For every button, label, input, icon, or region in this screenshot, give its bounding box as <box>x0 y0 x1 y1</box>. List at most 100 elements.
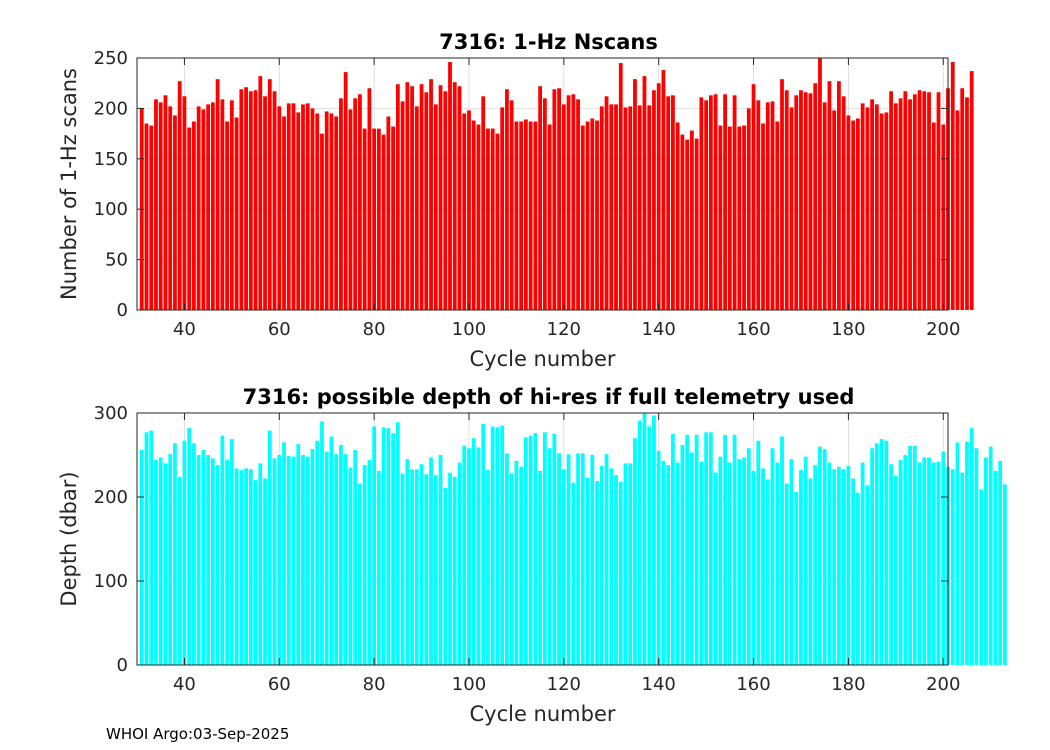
axes-box <box>136 412 949 666</box>
bar <box>770 448 775 665</box>
bar <box>984 457 988 665</box>
bar <box>941 124 946 310</box>
bar <box>647 426 652 665</box>
bar <box>310 108 315 311</box>
bar <box>874 443 879 665</box>
bar <box>775 121 780 310</box>
bar <box>652 90 656 310</box>
bar <box>552 89 557 310</box>
bar <box>310 449 315 665</box>
bar <box>917 462 922 665</box>
bar <box>637 105 642 310</box>
bar <box>689 130 694 310</box>
x-tick-label: 40 <box>173 674 196 695</box>
bar <box>505 453 509 665</box>
bar <box>291 103 296 310</box>
bar <box>903 455 908 665</box>
bar <box>599 465 604 665</box>
bar <box>652 415 656 665</box>
bar <box>974 448 979 665</box>
bar <box>301 104 305 310</box>
bar <box>609 104 614 310</box>
bar <box>846 465 851 665</box>
bar <box>908 445 912 665</box>
bar <box>177 476 182 665</box>
bar <box>376 128 381 310</box>
bar <box>343 454 348 665</box>
bar <box>519 466 524 665</box>
bar <box>339 444 343 665</box>
y-axis-label: Depth (dbar) <box>57 471 81 606</box>
bar <box>713 472 718 665</box>
bar <box>931 122 936 311</box>
bar <box>827 462 832 665</box>
axes-box <box>136 57 949 311</box>
bar <box>448 472 452 665</box>
bar <box>429 457 433 665</box>
bar <box>571 94 576 311</box>
bar <box>424 92 429 310</box>
bar <box>187 127 192 310</box>
bar <box>414 469 419 665</box>
chart-title: 7316: 1-Hz Nscans <box>439 30 658 54</box>
bar <box>168 106 173 310</box>
bar <box>955 110 960 310</box>
bar <box>832 469 837 665</box>
bar <box>476 447 481 665</box>
x-tick-label: 80 <box>363 674 386 695</box>
bar <box>362 465 367 665</box>
bar <box>210 458 215 665</box>
bar <box>471 438 476 665</box>
bar <box>628 463 633 665</box>
bar <box>163 95 168 311</box>
bar <box>889 464 893 665</box>
bar <box>467 110 471 310</box>
bar <box>315 113 320 310</box>
bar <box>808 478 813 665</box>
bar <box>462 113 467 310</box>
bar <box>386 428 391 665</box>
bar <box>557 88 561 311</box>
bar <box>372 426 377 665</box>
bar <box>723 434 727 665</box>
bar <box>538 470 543 665</box>
y-tick-label: 100 <box>94 571 128 592</box>
bar <box>457 86 462 310</box>
bar <box>301 455 305 665</box>
bar <box>533 433 538 665</box>
bar <box>908 99 912 310</box>
bar <box>756 440 761 665</box>
bar <box>505 89 509 310</box>
bar <box>210 102 215 311</box>
bar <box>201 449 206 665</box>
bar <box>500 107 505 310</box>
bar <box>329 436 334 665</box>
bar <box>936 92 941 310</box>
x-tick-label: 200 <box>926 319 960 340</box>
bar <box>813 83 818 310</box>
x-tick-label: 140 <box>642 319 676 340</box>
bar <box>865 107 870 310</box>
bar <box>960 88 965 311</box>
bar <box>467 448 471 665</box>
bar <box>452 82 457 310</box>
bar <box>756 100 761 310</box>
bar <box>524 119 528 310</box>
bar <box>552 434 557 665</box>
bar <box>490 128 495 310</box>
x-tick-label: 60 <box>268 674 291 695</box>
bar <box>182 96 187 310</box>
bar <box>723 94 727 311</box>
bar <box>580 125 585 310</box>
bar <box>927 457 931 665</box>
bar <box>870 99 875 310</box>
bar <box>486 128 490 310</box>
bar <box>893 476 898 665</box>
bar <box>694 434 699 665</box>
bar <box>761 123 765 311</box>
bar <box>225 460 230 665</box>
bar <box>215 79 220 310</box>
bar <box>509 100 514 310</box>
x-tick-label: 160 <box>736 674 770 695</box>
bar <box>969 428 974 665</box>
